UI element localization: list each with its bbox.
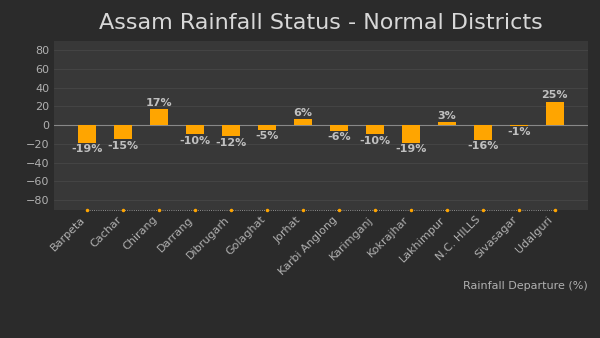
Bar	[222, 125, 240, 136]
Text: -16%: -16%	[467, 142, 499, 151]
Bar	[366, 125, 384, 135]
Bar	[150, 109, 168, 125]
Bar	[258, 125, 276, 130]
Text: 25%: 25%	[541, 90, 568, 100]
Text: 3%: 3%	[437, 111, 456, 121]
Text: -19%: -19%	[71, 144, 103, 154]
Bar	[438, 122, 456, 125]
Text: -15%: -15%	[107, 141, 139, 150]
Text: -5%: -5%	[256, 131, 279, 141]
Text: -10%: -10%	[179, 136, 211, 146]
Text: -6%: -6%	[327, 132, 351, 142]
Bar	[78, 125, 96, 143]
Text: -1%: -1%	[507, 127, 530, 138]
Text: 17%: 17%	[146, 98, 172, 108]
Bar	[330, 125, 348, 131]
Text: -19%: -19%	[395, 144, 427, 154]
Text: -10%: -10%	[359, 136, 391, 146]
Bar	[114, 125, 132, 139]
Text: -12%: -12%	[215, 138, 247, 148]
Text: Rainfall Departure (%): Rainfall Departure (%)	[463, 281, 588, 291]
Bar	[474, 125, 492, 140]
Title: Assam Rainfall Status - Normal Districts: Assam Rainfall Status - Normal Districts	[99, 14, 543, 33]
Bar	[294, 119, 312, 125]
Bar	[186, 125, 204, 135]
Text: 6%: 6%	[293, 108, 313, 118]
Bar	[402, 125, 420, 143]
Bar	[510, 125, 528, 126]
Bar	[546, 102, 564, 125]
